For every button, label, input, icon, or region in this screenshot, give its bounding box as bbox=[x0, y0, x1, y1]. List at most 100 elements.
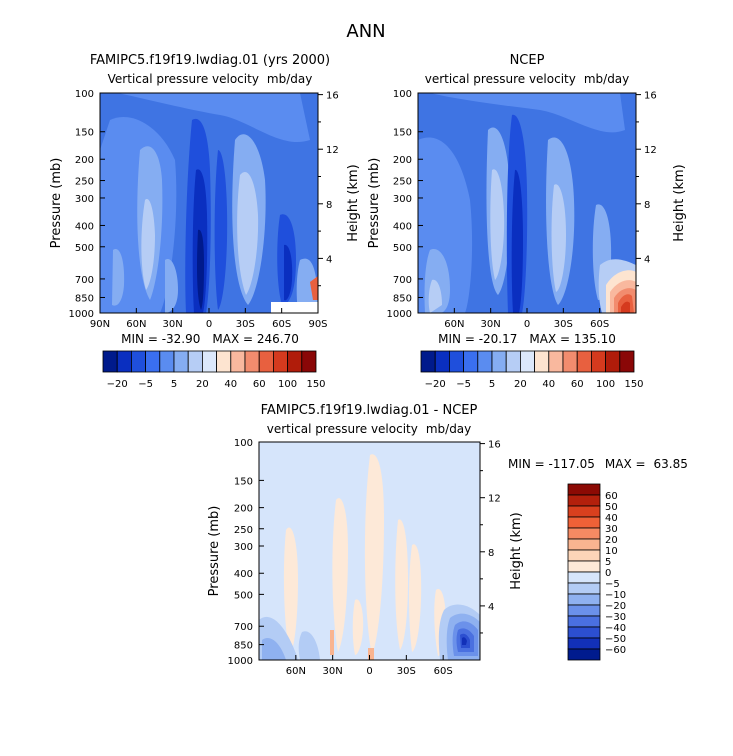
height-tick-label: 8 bbox=[326, 200, 332, 211]
latitude-tick-label: 0 bbox=[524, 319, 530, 330]
colorbar-swatch bbox=[505, 350, 521, 373]
y2-axis-label: Height (km) bbox=[672, 164, 687, 241]
colorbar-swatch bbox=[567, 505, 601, 518]
colorbar-label: −20 bbox=[425, 379, 446, 390]
colorbar-swatch bbox=[567, 593, 601, 606]
latitude-tick-label: 0 bbox=[206, 319, 212, 330]
colorbar-swatch bbox=[567, 549, 601, 562]
y-axis-label: Pressure (mb) bbox=[367, 158, 382, 249]
colorbar-swatch bbox=[567, 637, 601, 650]
height-tick-label: 12 bbox=[326, 145, 339, 156]
contour-band-pale bbox=[428, 279, 442, 313]
contour-band-warm bbox=[283, 527, 298, 655]
colorbar-swatch bbox=[520, 350, 536, 373]
colorbar-label: −40 bbox=[605, 623, 626, 634]
height-tick-label: 12 bbox=[488, 494, 501, 505]
colorbar-label: 5 bbox=[171, 379, 177, 390]
colorbar-swatch bbox=[534, 350, 550, 373]
latitude-tick-label: 60S bbox=[590, 319, 609, 330]
colorbar-label: 0 bbox=[605, 568, 611, 579]
colorbar-label: 30 bbox=[605, 524, 618, 535]
min-max-label: MIN = -20.17 MAX = 135.10 bbox=[438, 332, 616, 346]
colorbar-model: −20 −5 5 20 40 60 100 150 bbox=[102, 350, 326, 390]
pressure-tick-label: 100 bbox=[393, 89, 412, 100]
height-tick-label: 4 bbox=[326, 254, 332, 265]
colorbar-label: 60 bbox=[605, 491, 618, 502]
colorbar-label: 100 bbox=[278, 379, 297, 390]
colorbar-label: 40 bbox=[542, 379, 555, 390]
y-axis-label: Pressure (mb) bbox=[49, 158, 64, 249]
panel-obs-subtitle: vertical pressure velocity mb/day bbox=[425, 72, 630, 86]
contour-band-cool bbox=[462, 637, 467, 645]
pressure-tick-label: 250 bbox=[75, 177, 94, 188]
colorbar-label: −20 bbox=[107, 379, 128, 390]
contour-band-warm bbox=[332, 498, 348, 652]
figure-title: ANN bbox=[346, 21, 385, 42]
colorbar-label: 150 bbox=[306, 379, 325, 390]
pressure-tick-label: 500 bbox=[75, 243, 94, 254]
y2-axis-label: Height (km) bbox=[509, 512, 524, 589]
missing-data-region bbox=[271, 302, 318, 313]
height-tick-label: 12 bbox=[644, 145, 657, 156]
colorbar-label: 20 bbox=[605, 535, 618, 546]
colorbar-obs: −20 −5 5 20 40 60 100 150 bbox=[420, 350, 644, 390]
contour-band-warm bbox=[395, 519, 408, 650]
contour-band-warm-5 bbox=[621, 301, 630, 313]
colorbar-swatch bbox=[567, 527, 601, 540]
latitude-tick-label: 30N bbox=[163, 319, 183, 330]
colorbar-swatch bbox=[434, 350, 450, 373]
colorbar-swatch bbox=[567, 483, 601, 496]
contour-band-warm bbox=[310, 276, 318, 300]
colorbar-label: 20 bbox=[514, 379, 527, 390]
pressure-tick-label: 200 bbox=[75, 155, 94, 166]
latitude-tick-label: 60N bbox=[286, 666, 306, 677]
min-max-label: MIN = -117.05 MAX = 63.85 bbox=[508, 457, 688, 471]
latitude-tick-label: 30S bbox=[397, 666, 416, 677]
panel-diff-title: FAMIPC5.f19f19.lwdiag.01 - NCEP bbox=[261, 403, 478, 418]
contour-band-warm bbox=[330, 630, 334, 655]
panel-obs: NCEP vertical pressure velocity mb/day bbox=[367, 53, 687, 390]
colorbar-swatch bbox=[463, 350, 479, 373]
colorbar-swatch bbox=[567, 516, 601, 529]
min-max-label: MIN = -32.90 MAX = 246.70 bbox=[121, 332, 299, 346]
colorbar-swatch bbox=[448, 350, 464, 373]
colorbar-swatch bbox=[145, 350, 161, 373]
contour-band-warm bbox=[409, 544, 422, 652]
colorbar-label: −5 bbox=[456, 379, 471, 390]
pressure-tick-label: 1000 bbox=[387, 309, 412, 320]
colorbar-swatch bbox=[477, 350, 493, 373]
pressure-tick-label: 400 bbox=[234, 569, 253, 580]
colorbar-label: 40 bbox=[224, 379, 237, 390]
latitude-tick-label: 30N bbox=[323, 666, 343, 677]
colorbar-label: −5 bbox=[605, 579, 620, 590]
colorbar-swatch bbox=[562, 350, 578, 373]
contour-band-darker bbox=[284, 244, 293, 301]
pressure-tick-label: 500 bbox=[393, 243, 412, 254]
latitude-tick-label: 60S bbox=[434, 666, 453, 677]
colorbar-label: −5 bbox=[138, 379, 153, 390]
colorbar-swatch bbox=[619, 350, 635, 373]
pressure-tick-label: 200 bbox=[234, 504, 253, 515]
colorbar-swatch bbox=[244, 350, 260, 373]
colorbar-swatch bbox=[567, 538, 601, 551]
panel-model-subtitle: Vertical pressure velocity mb/day bbox=[108, 72, 313, 86]
contour-band-pale bbox=[490, 169, 505, 280]
colorbar-label: −30 bbox=[605, 612, 626, 623]
height-tick-label: 16 bbox=[488, 440, 501, 451]
pressure-tick-label: 700 bbox=[393, 275, 412, 286]
contour-band-pale bbox=[551, 184, 566, 292]
colorbar-swatch bbox=[567, 571, 601, 584]
colorbar-swatch bbox=[576, 350, 592, 373]
colorbar-label: 5 bbox=[489, 379, 495, 390]
colorbar-label: −10 bbox=[605, 590, 626, 601]
colorbar-swatch bbox=[102, 350, 118, 373]
colorbar-swatch bbox=[258, 350, 274, 373]
pressure-tick-label: 100 bbox=[75, 89, 94, 100]
height-tick-label: 16 bbox=[326, 91, 339, 102]
pressure-tick-label: 300 bbox=[234, 542, 253, 553]
contour-band-darkest bbox=[197, 229, 204, 310]
height-tick-label: 4 bbox=[488, 602, 494, 613]
pressure-tick-label: 700 bbox=[234, 622, 253, 633]
pressure-axis: 100 150 200 250 300 400 500 700 850 1000 bbox=[387, 89, 423, 320]
